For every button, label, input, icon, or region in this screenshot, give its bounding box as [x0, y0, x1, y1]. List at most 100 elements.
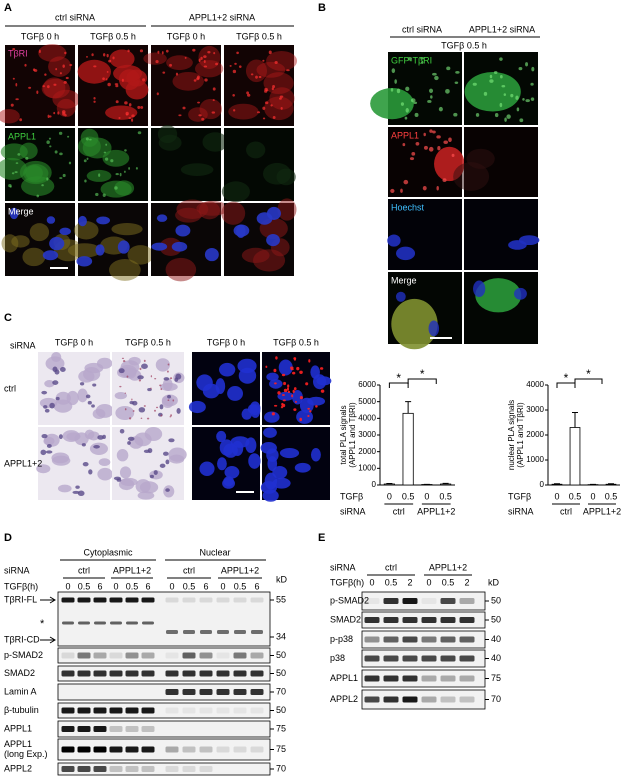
cell [59, 152, 63, 156]
cell [44, 380, 55, 388]
marker: 50 [276, 705, 286, 715]
band [216, 746, 230, 753]
cell [95, 244, 105, 256]
cell [420, 61, 424, 64]
cell [515, 95, 519, 100]
band [421, 636, 437, 643]
cell [180, 163, 214, 176]
cell [165, 257, 197, 282]
band [402, 617, 418, 623]
cell [223, 443, 238, 458]
y-axis-label: total PLA signals [339, 405, 348, 464]
cell [266, 448, 279, 462]
cell [125, 111, 129, 116]
y-tick-label: 0 [372, 480, 377, 489]
cell [47, 114, 50, 119]
cell [86, 157, 89, 160]
cell [124, 149, 127, 152]
cell [102, 434, 106, 439]
blot [57, 591, 271, 647]
cell [92, 383, 97, 387]
cell [390, 188, 395, 193]
cell [44, 408, 50, 413]
cell [40, 449, 47, 456]
band [216, 670, 230, 677]
band [216, 652, 230, 659]
cell [154, 409, 156, 412]
cell [234, 62, 237, 65]
band [182, 707, 196, 714]
cell [46, 140, 50, 144]
cell [67, 243, 102, 258]
cell [84, 179, 87, 183]
cell [428, 88, 434, 93]
cell [290, 368, 294, 371]
cell [89, 442, 108, 455]
cell [413, 101, 418, 105]
cell [62, 173, 66, 178]
cell [506, 114, 511, 119]
cell [274, 61, 278, 65]
cell [453, 162, 490, 191]
band [402, 598, 418, 604]
band [142, 689, 155, 695]
arrow [40, 636, 56, 644]
band [109, 652, 123, 659]
cell [307, 415, 310, 417]
cell [127, 49, 130, 53]
cell [9, 207, 19, 220]
cell [277, 391, 295, 401]
blot-label: p38 [330, 653, 345, 663]
cell [93, 65, 97, 68]
cell [212, 99, 215, 102]
cell [299, 417, 303, 422]
band [250, 597, 264, 603]
row-label: TGFβ [340, 491, 363, 501]
band [233, 707, 247, 714]
cell [264, 472, 278, 490]
band [77, 597, 91, 603]
cell [75, 485, 80, 489]
cell [202, 132, 228, 152]
band [421, 655, 437, 662]
cell [271, 87, 274, 91]
cell [227, 386, 244, 401]
cell [38, 44, 67, 62]
cell [193, 79, 197, 82]
band [182, 652, 196, 659]
cell [207, 51, 211, 54]
y-tick-label: 0 [540, 480, 545, 489]
y-tick-label: 2000 [526, 430, 544, 439]
band [383, 696, 399, 703]
cell [58, 131, 63, 135]
band [421, 696, 437, 703]
cell [76, 256, 93, 267]
lane-label: 0 [113, 581, 118, 591]
group-label: ctrl [78, 565, 90, 575]
cell [147, 448, 153, 454]
cell [176, 407, 181, 414]
y-tick-label: 1000 [358, 463, 376, 472]
cell [273, 404, 278, 407]
band [402, 636, 418, 643]
band [250, 670, 264, 677]
cell [162, 378, 173, 391]
cell [293, 357, 297, 361]
band [183, 726, 196, 732]
cell [204, 247, 219, 262]
band [459, 675, 475, 682]
cell [97, 435, 104, 440]
band [77, 652, 91, 659]
band [165, 689, 179, 695]
cell [143, 405, 146, 407]
band [166, 726, 179, 732]
cell [105, 143, 108, 146]
cell [67, 135, 70, 138]
y-tick-label: 2000 [358, 447, 376, 456]
band [199, 597, 213, 603]
band [62, 689, 75, 695]
cell [61, 110, 66, 114]
cell [442, 178, 447, 183]
band [93, 707, 107, 714]
cell [309, 410, 312, 413]
